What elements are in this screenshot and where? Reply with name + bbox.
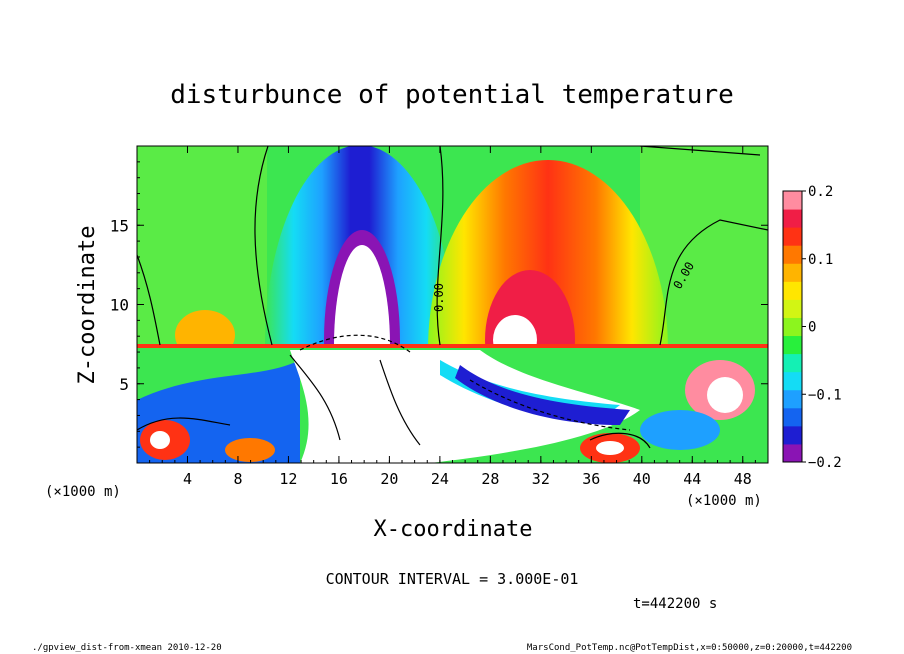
x-tick-label: 16 bbox=[330, 470, 348, 488]
x-ticks: 4 8 12 16 20 24 28 32 36 40 44 48 bbox=[149, 146, 756, 488]
y-ticks: 5 10 15 bbox=[110, 161, 768, 448]
footer-right: MarsCond_PotTemp.nc@PotTempDist,x=0:5000… bbox=[527, 643, 852, 653]
colorbar-segment bbox=[783, 443, 802, 463]
contour-lines bbox=[137, 146, 768, 449]
colorbar-tick-label: 0 bbox=[808, 320, 816, 336]
x-tick-label: 36 bbox=[582, 470, 600, 488]
colorbar-segment bbox=[783, 191, 802, 210]
colorbar-segment bbox=[783, 407, 802, 427]
x-tick-label: 24 bbox=[431, 470, 449, 488]
y-tick-label: 5 bbox=[119, 375, 129, 394]
colorbar-segment bbox=[783, 227, 802, 246]
x-tick-label: 32 bbox=[532, 470, 550, 488]
contour-interval: CONTOUR INTERVAL = 3.000E-01 bbox=[326, 570, 579, 588]
x-axis-label: X-coordinate bbox=[374, 517, 533, 542]
colorbar-ticks: 0.2 0.1 0 −0.1 −0.2 bbox=[802, 184, 842, 471]
colorbar-tick-label: 0.1 bbox=[808, 252, 833, 268]
interface-line bbox=[137, 344, 768, 348]
colorbar-segment bbox=[783, 353, 802, 373]
x-tick-label: 40 bbox=[633, 470, 651, 488]
colorbar bbox=[783, 191, 802, 463]
x-tick-label: 48 bbox=[734, 470, 752, 488]
lower-red-patch-2 bbox=[225, 438, 275, 462]
plot-area: 0.00 0.00 bbox=[137, 146, 768, 463]
colorbar-tick-label: 0.2 bbox=[808, 184, 833, 200]
time-label: t=442200 s bbox=[633, 596, 717, 612]
x-tick-label: 8 bbox=[233, 470, 242, 488]
contour-label-1: 0.00 bbox=[432, 283, 446, 312]
x-unit-right: (×1000 m) bbox=[686, 493, 762, 509]
colorbar-segment bbox=[783, 209, 802, 228]
colorbar-segment bbox=[783, 317, 802, 337]
lower-white-patch-2 bbox=[596, 441, 624, 455]
lower-white-region bbox=[290, 350, 640, 463]
x-tick-label: 28 bbox=[481, 470, 499, 488]
colorbar-segment bbox=[783, 299, 802, 318]
colorbar-tick-label: −0.2 bbox=[808, 455, 842, 471]
colorbar-tick-label: −0.1 bbox=[808, 387, 842, 403]
x-tick-label: 4 bbox=[183, 470, 192, 488]
colorbar-segment bbox=[783, 425, 802, 445]
x-tick-label: 20 bbox=[380, 470, 398, 488]
lower-blue-patch bbox=[640, 410, 720, 450]
y-tick-label: 10 bbox=[110, 296, 129, 315]
y-tick-label: 15 bbox=[110, 216, 129, 235]
x-unit-left: (×1000 m) bbox=[45, 484, 121, 500]
colorbar-segment bbox=[783, 389, 802, 409]
colorbar-segment bbox=[783, 335, 802, 355]
colorbar-segment bbox=[783, 281, 802, 300]
footer-left: ./gpview_dist-from-xmean 2010-12-20 bbox=[32, 643, 222, 653]
colorbar-segment bbox=[783, 245, 802, 264]
lower-white-patch-3 bbox=[707, 377, 743, 413]
colorbar-segment bbox=[783, 371, 802, 391]
x-tick-label: 12 bbox=[279, 470, 297, 488]
chart-title: disturbunce of potential temperature bbox=[170, 80, 734, 110]
colorbar-segment bbox=[783, 263, 802, 282]
y-axis-label: Z-coordinate bbox=[75, 226, 100, 385]
lower-white-patch-1 bbox=[150, 431, 170, 449]
x-tick-label: 44 bbox=[683, 470, 701, 488]
lower-blue-band-2 bbox=[455, 365, 630, 425]
